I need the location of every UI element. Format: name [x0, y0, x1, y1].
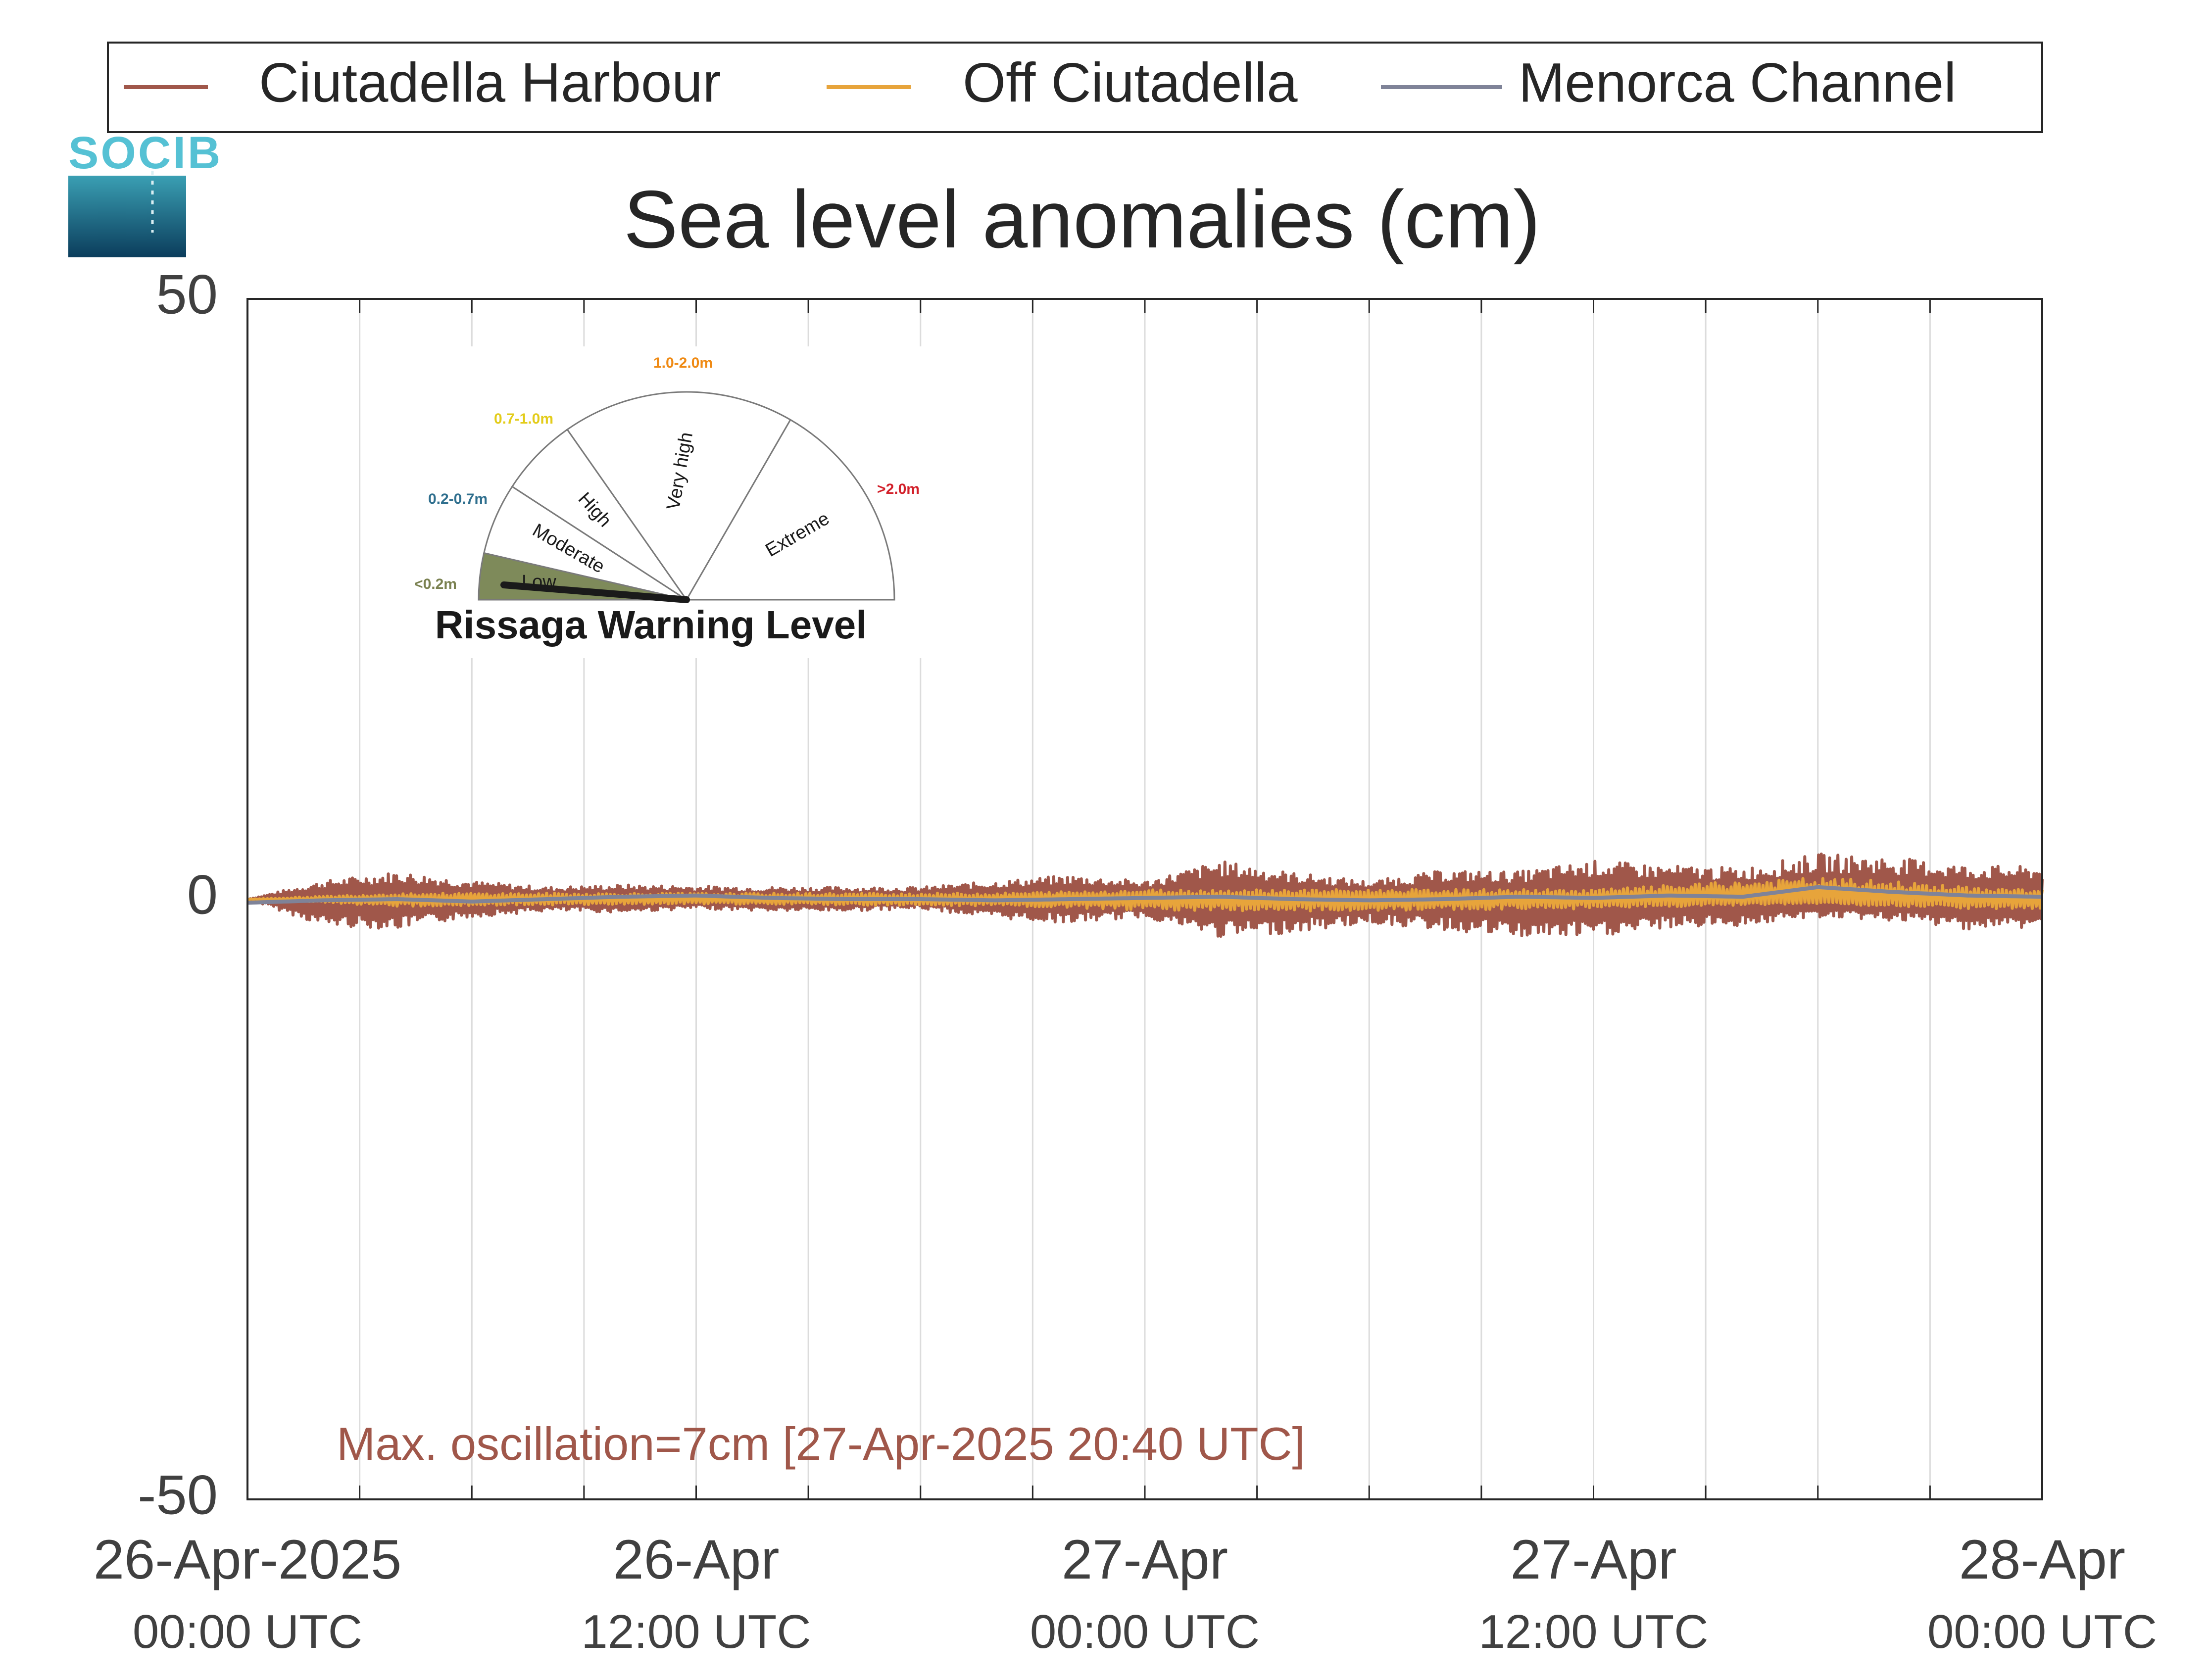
max-oscillation-annotation: Max. oscillation=7cm [27-Apr-2025 20:40 …: [337, 1418, 1305, 1470]
x-tick-label-date: 27-Apr: [1510, 1529, 1676, 1590]
chart-title: Sea level anomalies (cm): [624, 174, 1540, 265]
logo-text: SOCIB: [68, 128, 222, 178]
gauge-sector-2: [511, 428, 687, 601]
gauge-range-label: >2.0m: [877, 481, 920, 497]
series-layer: [247, 852, 2044, 938]
gauge-needle: [500, 581, 690, 603]
gauge-sector-4: [685, 419, 895, 601]
logo-block: [68, 176, 186, 257]
plot-frame: [246, 298, 2043, 1500]
legend-label-menorca-channel: Menorca Channel: [1519, 52, 1956, 114]
x-tick-label-time: 12:00 UTC: [581, 1605, 811, 1658]
socib-logo: SOCIB: [68, 128, 222, 257]
y-tick-label: 50: [156, 264, 218, 326]
gauge-range-label: <0.2m: [414, 576, 457, 592]
gauge-range-label: 0.7-1.0m: [494, 411, 553, 427]
legend-label-ciutadella-harbour: Ciutadella Harbour: [259, 52, 721, 114]
x-tick-label-date: 26-Apr-2025: [94, 1529, 402, 1590]
series-line-3: [247, 885, 2042, 905]
x-tick-label-date: 26-Apr: [613, 1529, 779, 1590]
legend-label-off-ciutadella: Off Ciutadella: [963, 52, 1298, 114]
y-tick-label: 0: [187, 864, 218, 926]
gauge-sector-3: [566, 391, 792, 601]
gauge-title: Rissaga Warning Level: [435, 603, 867, 647]
legend: Ciutadella Harbour Off Ciutadella Menorc…: [107, 42, 2043, 133]
gauge-sector-1: [483, 485, 687, 601]
x-tick-label-date: 27-Apr: [1062, 1529, 1228, 1590]
series-line-2: [247, 877, 2044, 912]
x-tick-label-time: 00:00 UTC: [1927, 1605, 2157, 1658]
x-tick-label-time: 00:00 UTC: [1030, 1605, 1260, 1658]
gauge-sectors: [478, 391, 895, 601]
gauge-range-label: 0.2-0.7m: [428, 491, 488, 507]
legend-box: [107, 42, 2043, 133]
x-axis: 26-Apr-2025 00:00 UTC 26-Apr 12:00 UTC 27-Ap…: [94, 1529, 2157, 1658]
gauge-range-label: 1.0-2.0m: [653, 355, 713, 371]
x-tick-label-time: 00:00 UTC: [133, 1605, 362, 1658]
y-tick-label: -50: [138, 1464, 218, 1526]
x-tick-label-date: 28-Apr: [1959, 1529, 2125, 1590]
x-tick-label-time: 12:00 UTC: [1478, 1605, 1708, 1658]
y-axis: -50 0 50: [138, 264, 218, 1526]
